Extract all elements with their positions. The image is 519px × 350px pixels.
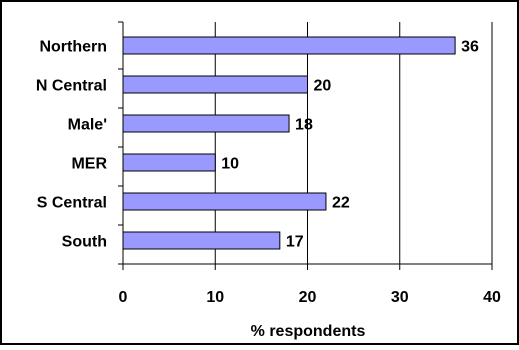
x-tick-label: 10 <box>206 289 224 306</box>
labels: 0 10 20 30 40 Northern 36 N Central 20 Male' 18 MER… <box>36 39 501 307</box>
x-tick-label: 20 <box>299 289 317 306</box>
category-label: Male' <box>68 117 107 134</box>
bar <box>122 75 308 94</box>
value-label: 36 <box>461 39 479 56</box>
category-label: Northern <box>39 39 107 56</box>
bar <box>122 114 290 133</box>
axes <box>118 21 493 270</box>
bar <box>122 231 281 250</box>
category-label: S Central <box>37 195 107 212</box>
category-label: South <box>62 234 107 251</box>
x-axis-title: % respondents <box>251 323 366 340</box>
value-label: 20 <box>314 78 332 95</box>
value-label: 22 <box>332 195 350 212</box>
x-tick-label: 40 <box>483 289 501 306</box>
bar <box>122 36 456 55</box>
x-tick-label: 0 <box>119 289 128 306</box>
category-label: MER <box>71 156 107 173</box>
value-label: 18 <box>295 117 313 134</box>
gridlines <box>214 22 493 264</box>
value-label: 10 <box>221 156 239 173</box>
bars <box>122 36 456 250</box>
value-label: 17 <box>286 234 304 251</box>
x-tick-label: 30 <box>391 289 409 306</box>
bar <box>122 153 216 172</box>
bar <box>122 192 327 211</box>
category-label: N Central <box>36 78 107 95</box>
